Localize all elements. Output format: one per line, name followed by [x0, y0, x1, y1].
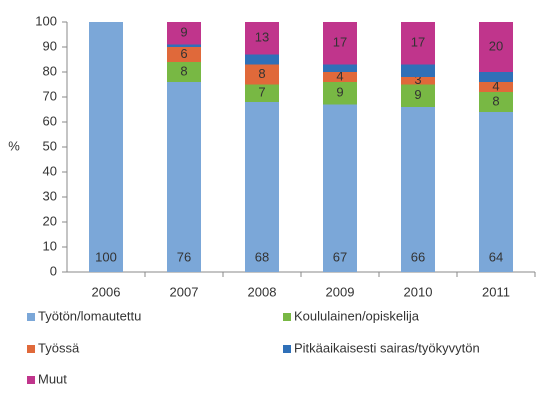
y-axis-label: % — [8, 138, 20, 153]
y-tick-label: 20 — [43, 213, 57, 228]
bar-segment — [479, 72, 513, 82]
x-tick-label: 2008 — [248, 284, 277, 299]
bar-segment — [401, 64, 435, 77]
legend-label: Pitkäaikaisesti sairas/työkyvytön — [294, 340, 480, 355]
bar-segment — [245, 64, 279, 85]
data-label: 100 — [95, 249, 117, 264]
legend-swatch — [27, 313, 35, 321]
bar-segment — [401, 77, 435, 85]
legend-swatch — [283, 313, 291, 321]
legend-swatch — [27, 345, 35, 353]
x-tick-label: 2006 — [92, 284, 121, 299]
data-label: 68 — [255, 249, 269, 264]
bar-segment — [245, 84, 279, 102]
x-tick-label: 2009 — [326, 284, 355, 299]
y-tick-label: 100 — [35, 13, 57, 28]
data-label: 7 — [258, 85, 265, 100]
x-tick-label: 2007 — [170, 284, 199, 299]
legend-label: Työtön/lomautettu — [38, 308, 141, 323]
y-tick-label: 90 — [43, 38, 57, 53]
bar-segment — [167, 22, 201, 45]
y-tick-label: 60 — [43, 113, 57, 128]
x-tick-label: 2011 — [482, 284, 510, 299]
data-label: 8 — [492, 93, 499, 108]
bar-segment — [167, 47, 201, 62]
y-tick-label: 10 — [43, 238, 57, 253]
bar-segment — [245, 54, 279, 65]
y-tick-label: 70 — [43, 88, 57, 103]
bar-segment — [323, 104, 357, 272]
bar-segment — [89, 22, 123, 272]
bar-segment — [401, 22, 435, 65]
y-tick-label: 50 — [43, 138, 57, 153]
bar-segment — [479, 82, 513, 92]
bar-segment — [479, 92, 513, 112]
data-label: 13 — [255, 30, 269, 45]
data-label: 3 — [414, 72, 421, 87]
data-label: 4 — [492, 78, 499, 93]
y-tick-label: 80 — [43, 63, 57, 78]
legend-label: Muut — [38, 371, 67, 386]
bar-segment — [323, 72, 357, 82]
data-label: 64 — [489, 249, 503, 264]
data-label: 4 — [336, 68, 343, 83]
bar-segment — [479, 112, 513, 272]
data-label: 76 — [177, 249, 191, 264]
bar-segment — [479, 22, 513, 72]
bar-segment — [323, 64, 357, 72]
legend-swatch — [27, 376, 35, 384]
bar-segment — [167, 62, 201, 82]
data-label: 9 — [180, 25, 187, 40]
data-label: 66 — [411, 249, 425, 264]
data-label: 8 — [258, 66, 265, 81]
legend-label: Työssä — [38, 340, 80, 355]
data-label: 17 — [333, 35, 347, 50]
bar-segment — [401, 84, 435, 107]
bar-segment — [401, 107, 435, 272]
data-label: 6 — [180, 46, 187, 61]
bar-segment — [245, 102, 279, 272]
bar-segment — [167, 44, 201, 47]
data-label: 20 — [489, 38, 503, 53]
data-label: 8 — [180, 63, 187, 78]
bar-segment — [323, 22, 357, 65]
legend-label: Koululainen/opiskelija — [294, 308, 420, 323]
y-tick-label: 40 — [43, 163, 57, 178]
bar-segment — [245, 22, 279, 55]
y-tick-label: 30 — [43, 188, 57, 203]
bar-segment — [323, 82, 357, 105]
legend-swatch — [283, 345, 291, 353]
bar-segment — [167, 82, 201, 272]
x-tick-label: 2010 — [404, 284, 433, 299]
data-label: 17 — [411, 35, 425, 50]
data-label: 67 — [333, 249, 347, 264]
data-label: 9 — [336, 85, 343, 100]
y-tick-label: 0 — [50, 263, 57, 278]
data-label: 9 — [414, 87, 421, 102]
